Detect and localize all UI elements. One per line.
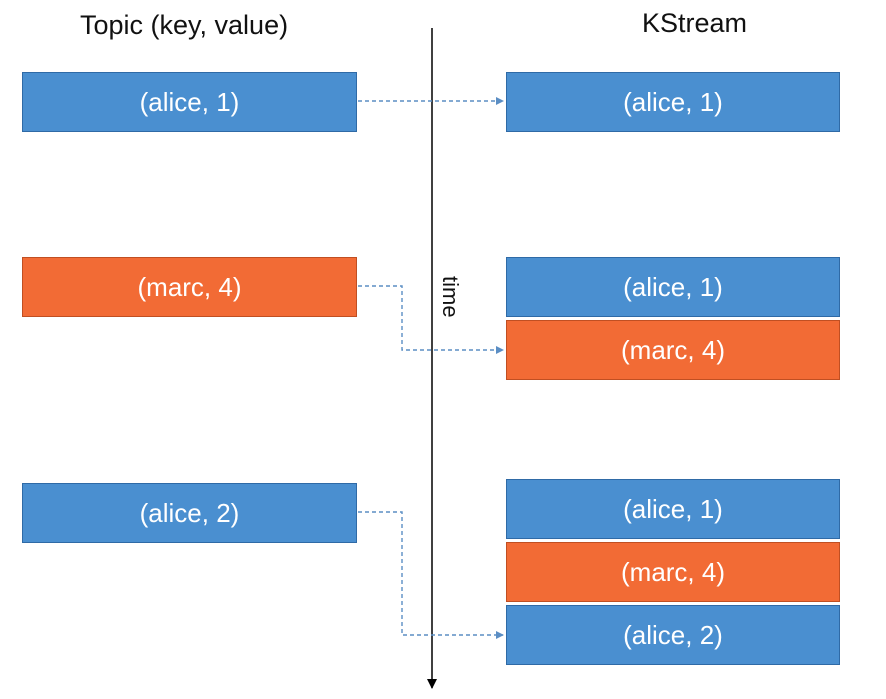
flow-arrow-alice-2 bbox=[358, 511, 504, 639]
kstream-snapshot-2-record-1: (alice, 1) bbox=[506, 257, 840, 317]
kstream-heading: KStream bbox=[642, 8, 748, 38]
topic-record-alice-2: (alice, 2) bbox=[22, 483, 357, 543]
kstream-snapshot-3-record-1: (alice, 1) bbox=[506, 479, 840, 539]
kstream-snapshot-3-record-2: (marc, 4) bbox=[506, 542, 840, 602]
time-axis-label: time bbox=[438, 276, 463, 318]
kstream-snapshot-1-record-1: (alice, 1) bbox=[506, 72, 840, 132]
topic-record-alice-1: (alice, 1) bbox=[22, 72, 357, 132]
kstream-snapshot-2-record-2: (marc, 4) bbox=[506, 320, 840, 380]
topic-record-marc-4: (marc, 4) bbox=[22, 257, 357, 317]
flow-arrow-marc-4 bbox=[358, 285, 504, 354]
topic-heading: Topic (key, value) bbox=[80, 10, 289, 40]
kstream-snapshot-3-record-3: (alice, 2) bbox=[506, 605, 840, 665]
